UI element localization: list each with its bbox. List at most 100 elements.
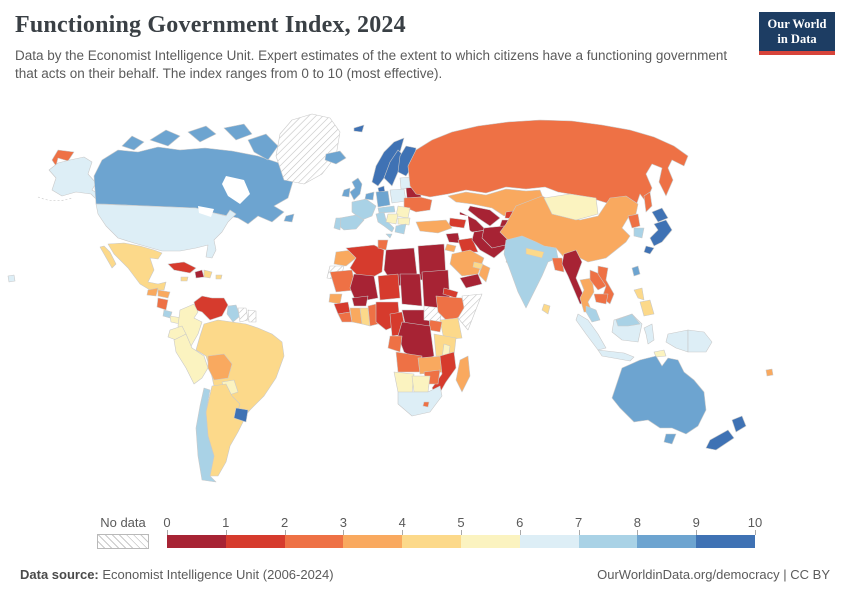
country-mongolia[interactable]	[543, 193, 599, 221]
owid-citation-link[interactable]: OurWorldinData.org/democracy | CC BY	[597, 567, 830, 582]
country-portugal[interactable]	[333, 217, 342, 231]
legend-no-data-swatch[interactable]	[97, 534, 149, 549]
country-jordan[interactable]	[444, 243, 457, 253]
country-puerto-rico[interactable]	[215, 274, 223, 280]
country-yemen[interactable]	[459, 273, 483, 289]
country-guatemala[interactable]	[146, 287, 159, 297]
country-uzbekistan[interactable]	[467, 205, 501, 227]
legend-segment-8-9[interactable]	[637, 535, 697, 548]
country-lesotho[interactable]	[422, 401, 430, 408]
country-united-states-hawaii[interactable]	[7, 274, 16, 283]
country-nicaragua[interactable]	[156, 297, 169, 311]
legend-segment-6-7[interactable]	[519, 535, 579, 548]
country-south-africa[interactable]	[397, 385, 443, 417]
country-philippines-luzon[interactable]	[633, 287, 645, 301]
country-bulgaria[interactable]	[397, 217, 411, 226]
country-malaysia-peninsula[interactable]	[585, 305, 601, 323]
country-cambodia[interactable]	[593, 293, 609, 305]
country-haiti[interactable]	[194, 269, 205, 279]
country-new-zealand-north[interactable]	[731, 415, 747, 433]
country-united-kingdom[interactable]	[349, 177, 363, 201]
country-mozambique[interactable]	[431, 351, 457, 397]
country-peru[interactable]	[173, 333, 209, 385]
country-switzerland-austria[interactable]	[377, 205, 396, 214]
country-canada-island-2[interactable]	[149, 129, 181, 147]
country-botswana[interactable]	[411, 375, 431, 393]
country-russia[interactable]	[407, 119, 689, 218]
country-romania-moldova[interactable]	[395, 205, 411, 219]
country-cuba[interactable]	[167, 261, 197, 274]
country-fiji[interactable]	[765, 368, 774, 377]
country-turkey[interactable]	[415, 219, 453, 234]
country-mexico[interactable]	[107, 242, 167, 291]
country-indonesia-sumatra[interactable]	[575, 313, 607, 351]
country-honduras[interactable]	[157, 289, 171, 299]
country-western-balkans[interactable]	[385, 213, 399, 225]
country-burkina-faso[interactable]	[351, 295, 369, 307]
legend-segment-4-5[interactable]	[402, 535, 461, 548]
country-mexico-baja[interactable]	[99, 245, 117, 269]
country-canada-island-1[interactable]	[121, 135, 145, 151]
country-new-zealand-south[interactable]	[705, 429, 735, 451]
country-canada-island-4[interactable]	[223, 123, 253, 141]
legend-segment-2-3[interactable]	[284, 535, 344, 548]
country-greenland[interactable]	[275, 113, 341, 185]
country-malaysia-borneo[interactable]	[615, 313, 641, 327]
country-canada-baffin[interactable]	[247, 133, 279, 161]
country-japan-kyushu[interactable]	[643, 245, 655, 255]
country-spain[interactable]	[336, 214, 365, 231]
country-brazil[interactable]	[195, 319, 285, 425]
country-togo-benin[interactable]	[367, 303, 379, 327]
country-tunisia[interactable]	[377, 239, 389, 251]
country-ireland[interactable]	[341, 187, 351, 198]
country-south-korea[interactable]	[633, 227, 645, 239]
country-indonesia-java[interactable]	[597, 349, 635, 362]
country-sierra-leone-liberia[interactable]	[337, 311, 353, 323]
country-namibia[interactable]	[393, 371, 415, 395]
country-united-states[interactable]	[95, 203, 237, 259]
legend-segment-9-10[interactable]	[696, 535, 755, 548]
country-italy-sicily[interactable]	[385, 233, 393, 239]
country-chile[interactable]	[195, 387, 217, 483]
country-timor-leste[interactable]	[653, 349, 667, 358]
country-oman[interactable]	[478, 263, 491, 283]
country-canada-island-3[interactable]	[187, 125, 217, 143]
country-sri-lanka[interactable]	[541, 303, 551, 315]
owid-logo[interactable]: Our World in Data	[759, 12, 835, 55]
country-uruguay[interactable]	[233, 407, 249, 423]
country-senegal[interactable]	[328, 293, 343, 305]
country-somalia[interactable]	[457, 293, 483, 331]
country-nepal[interactable]	[525, 247, 545, 259]
legend-segment-3-4[interactable]	[343, 535, 403, 548]
country-vietnam[interactable]	[597, 265, 615, 305]
legend-segment-1-2[interactable]	[225, 535, 285, 548]
legend-segment-5-6[interactable]	[460, 535, 520, 548]
country-netherlands-belgium[interactable]	[364, 191, 375, 201]
country-philippines-mindanao[interactable]	[639, 299, 655, 317]
country-poland[interactable]	[389, 188, 407, 204]
legend-segment-0-1[interactable]	[167, 535, 226, 548]
country-venezuela[interactable]	[193, 295, 229, 321]
country-guyana[interactable]	[226, 304, 241, 323]
country-chad[interactable]	[399, 273, 423, 307]
country-india[interactable]	[503, 235, 559, 309]
country-uae-qatar[interactable]	[472, 261, 484, 270]
country-greece[interactable]	[394, 223, 407, 235]
country-iceland[interactable]	[324, 150, 347, 165]
country-japan-honshu[interactable]	[649, 219, 673, 247]
country-dominican-republic[interactable]	[203, 269, 213, 279]
country-suriname[interactable]	[237, 307, 249, 323]
country-japan-hokkaido[interactable]	[651, 207, 669, 223]
country-indonesia-sulawesi[interactable]	[643, 323, 655, 345]
country-kenya[interactable]	[439, 317, 463, 341]
country-australia[interactable]	[611, 355, 707, 435]
country-caucasus[interactable]	[448, 217, 467, 229]
country-uganda[interactable]	[428, 319, 443, 333]
country-niger[interactable]	[377, 273, 401, 301]
country-germany[interactable]	[375, 190, 391, 208]
country-congo-gabon[interactable]	[387, 335, 403, 353]
country-russia-sakhalin[interactable]	[643, 191, 653, 213]
country-italy[interactable]	[375, 211, 395, 233]
country-bangladesh[interactable]	[551, 257, 565, 273]
legend-segment-7-8[interactable]	[578, 535, 638, 548]
